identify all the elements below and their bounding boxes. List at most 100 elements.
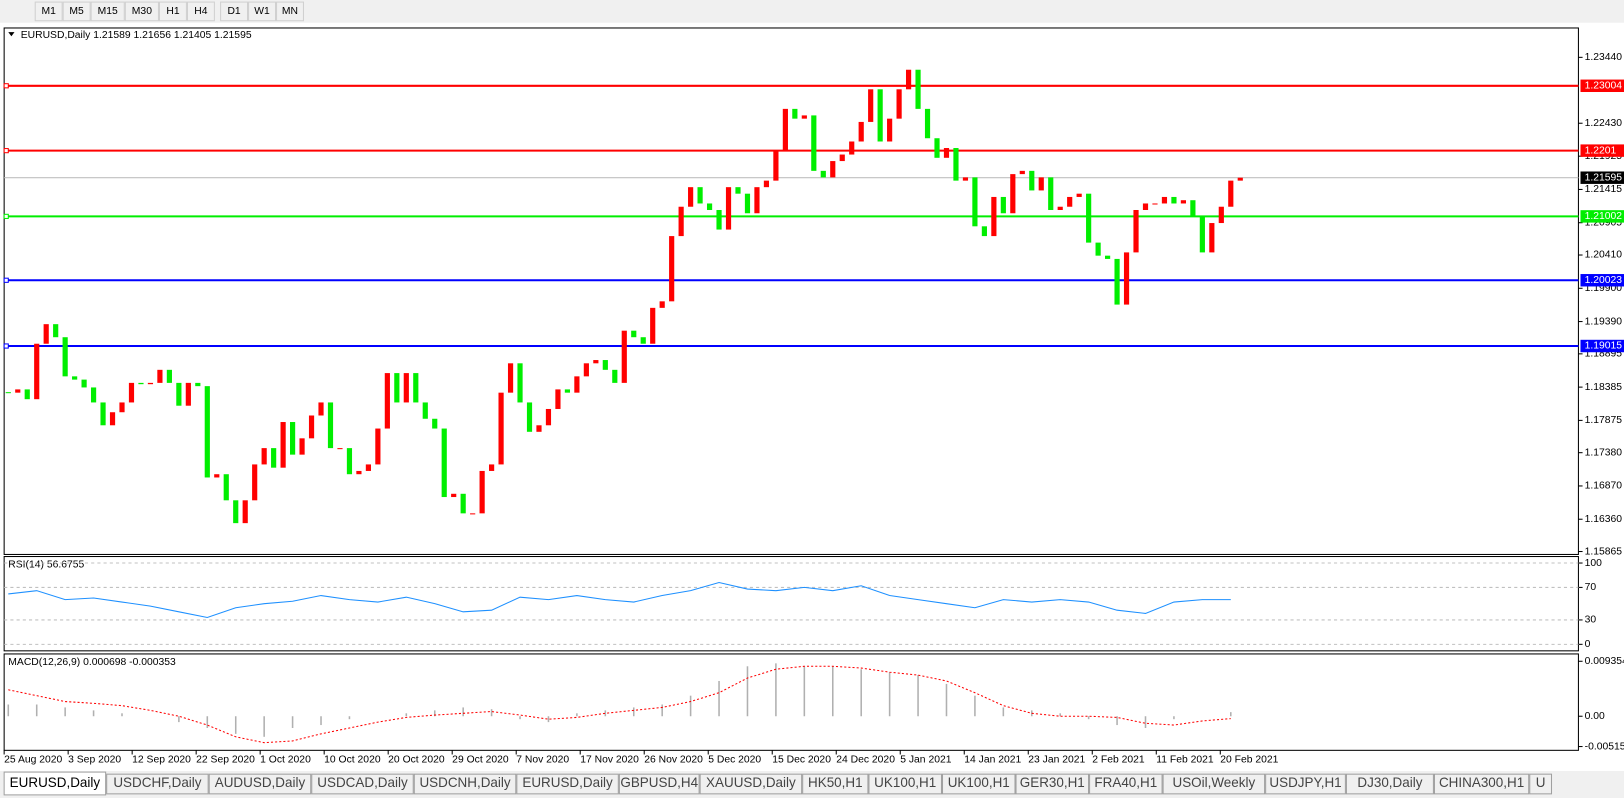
- timeframe-button[interactable]: [62, 1, 91, 22]
- y-tick-label: 1.17380: [1585, 447, 1623, 458]
- tab[interactable]: [941, 773, 1016, 795]
- y-tick-label: 1.22430: [1585, 118, 1623, 129]
- tab-label: USDCAD,Daily: [317, 775, 408, 790]
- candle: [612, 369, 618, 383]
- candle: [1199, 216, 1205, 253]
- candle: [138, 382, 144, 385]
- candle: [650, 307, 656, 344]
- candle: [403, 373, 409, 403]
- tab[interactable]: [1433, 773, 1530, 795]
- candle: [43, 324, 49, 344]
- tab[interactable]: [311, 773, 414, 795]
- x-tick-label: 1 Oct 2020: [260, 754, 311, 765]
- candle: [849, 141, 855, 155]
- candle: [252, 464, 258, 501]
- candle: [820, 170, 826, 178]
- candle: [90, 387, 97, 403]
- timeframe-label: M30: [132, 6, 152, 17]
- tab[interactable]: [1089, 773, 1163, 795]
- tab[interactable]: [868, 773, 942, 795]
- tab-label: U: [1536, 775, 1546, 790]
- candle: [1057, 206, 1063, 210]
- candle: [1076, 193, 1082, 197]
- candle: [280, 422, 286, 468]
- candle: [346, 448, 353, 475]
- tab[interactable]: [1529, 773, 1553, 795]
- tab[interactable]: [413, 773, 517, 795]
- timeframe-button[interactable]: [124, 1, 159, 22]
- tab[interactable]: [802, 773, 869, 795]
- candle: [526, 402, 533, 432]
- tab[interactable]: [208, 773, 312, 795]
- tab[interactable]: [1015, 773, 1090, 795]
- candle: [1114, 258, 1120, 305]
- active-tab[interactable]: [3, 771, 107, 796]
- candle: [498, 392, 504, 465]
- tab[interactable]: [699, 773, 803, 795]
- candle: [432, 418, 438, 429]
- candle: [1237, 177, 1243, 181]
- x-tick-label: 7 Nov 2020: [516, 754, 569, 765]
- timeframe-button[interactable]: [248, 1, 277, 22]
- candle: [763, 180, 770, 188]
- timeframe-button[interactable]: [220, 1, 249, 22]
- timeframe-label: W1: [254, 6, 270, 17]
- level-label: 1.23004: [1585, 81, 1623, 92]
- rsi-panel: [3, 556, 1579, 652]
- candle: [72, 376, 78, 380]
- candle: [451, 493, 457, 498]
- candle: [1218, 206, 1224, 224]
- candle: [128, 382, 135, 403]
- timeframe-button[interactable]: [276, 1, 304, 22]
- timeframe-button[interactable]: [186, 1, 215, 22]
- x-tick-label: 3 Sep 2020: [68, 754, 121, 765]
- candle: [744, 193, 751, 214]
- candle: [1228, 180, 1234, 207]
- candle: [536, 425, 542, 432]
- candle: [53, 324, 59, 338]
- tab[interactable]: [1162, 773, 1266, 795]
- timeframe-button[interactable]: [158, 1, 187, 22]
- timeframe-button[interactable]: [34, 1, 63, 22]
- tab-label: DJ30,Daily: [1357, 775, 1422, 790]
- candle: [688, 187, 694, 207]
- tab-label: USDCHF,Daily: [113, 775, 201, 790]
- tab-label: USDCNH,Daily: [419, 775, 510, 790]
- x-tick-label: 20 Feb 2021: [1220, 754, 1278, 765]
- signal-line: [8, 665, 1231, 744]
- candle: [934, 138, 940, 158]
- x-tick-label: 15 Dec 2020: [772, 754, 831, 765]
- tab-label: GER30,H1: [1020, 775, 1085, 790]
- candle: [754, 187, 760, 214]
- candle: [81, 379, 87, 388]
- candle: [792, 108, 798, 119]
- rsi-line: [8, 582, 1231, 619]
- tab[interactable]: [106, 773, 209, 795]
- candle: [34, 343, 40, 400]
- y-tick-label: 1.21415: [1585, 184, 1623, 195]
- candle: [858, 121, 864, 142]
- candle: [593, 360, 599, 364]
- y-tick-label: 1.16870: [1585, 481, 1623, 492]
- candle: [716, 209, 722, 230]
- candle: [1161, 196, 1168, 204]
- tab-label: EURUSD,Daily: [522, 775, 613, 790]
- tab[interactable]: [516, 773, 619, 795]
- tab[interactable]: [1345, 773, 1434, 795]
- x-tick-label: 20 Oct 2020: [388, 754, 445, 765]
- tab[interactable]: [1265, 773, 1346, 795]
- level-handle: [3, 277, 9, 283]
- y-tick-label: 1.17875: [1585, 415, 1623, 426]
- candle: [962, 177, 969, 181]
- y-tick-label: -0.005156: [1585, 741, 1624, 752]
- y-tick-label: 0.009354: [1585, 656, 1624, 667]
- timeframe-button[interactable]: [90, 1, 125, 22]
- candle: [15, 389, 21, 393]
- candle: [24, 389, 30, 400]
- candle: [773, 151, 779, 181]
- timeframe-label: M1: [41, 6, 56, 17]
- tab[interactable]: [618, 773, 700, 795]
- bid-box: [1580, 171, 1624, 184]
- candle: [517, 363, 523, 403]
- candle: [479, 470, 485, 514]
